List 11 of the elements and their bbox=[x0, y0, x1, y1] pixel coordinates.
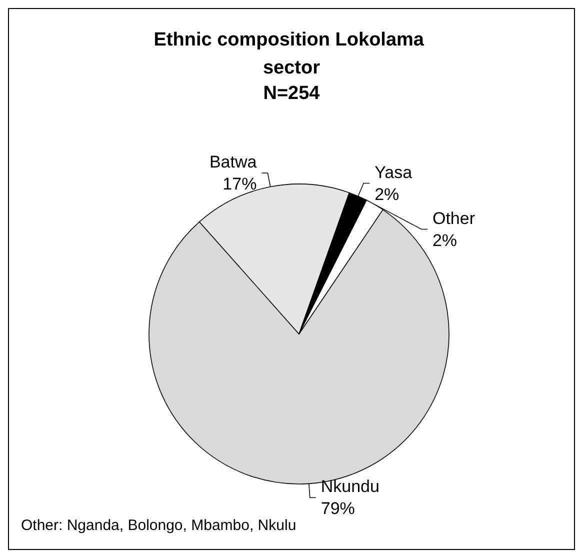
chart-subtitle: N=254 bbox=[263, 83, 320, 104]
slice-label: Batwa bbox=[209, 152, 258, 172]
data-label: 79% bbox=[320, 499, 355, 518]
text: Other: Nganda, Bolongo, Mbambo, Nkulu bbox=[21, 517, 296, 534]
data-label: 2% bbox=[374, 184, 400, 204]
slice-label: Yasa bbox=[374, 162, 413, 182]
chart-title: Ethnic composition Lokolama sector bbox=[154, 30, 430, 78]
slice-label: Other bbox=[432, 208, 476, 228]
data-label: 17% bbox=[222, 174, 257, 194]
data-label: 2% bbox=[432, 230, 458, 250]
slice-label: Nkundu bbox=[320, 477, 380, 496]
